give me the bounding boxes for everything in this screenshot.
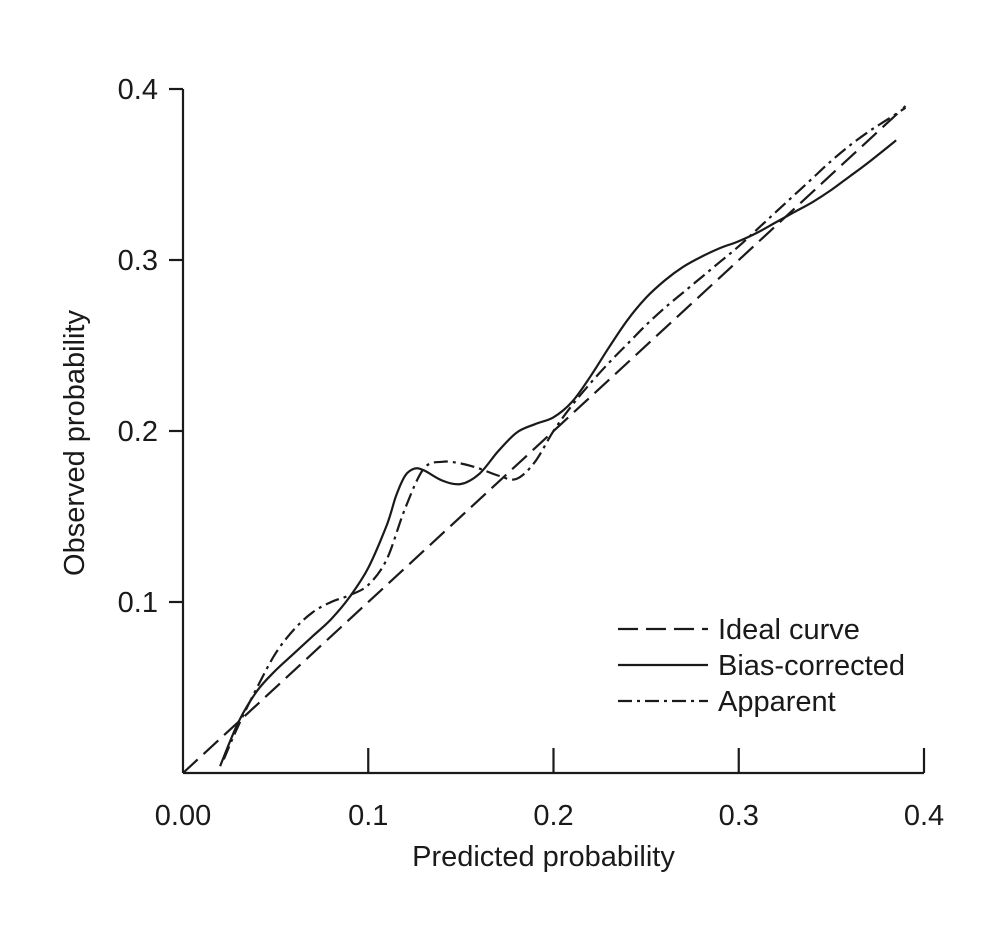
x-tick-label: 0.4	[904, 800, 944, 832]
series-apparent-line	[222, 106, 907, 760]
legend-label-ideal-curve: Ideal curve	[718, 614, 860, 646]
legend: Ideal curve Bias-corrected Apparent	[618, 614, 905, 718]
y-tick-label: 0.4	[118, 74, 158, 106]
series-ideal-curve-line	[182, 105, 907, 774]
series-bias-corrected-line	[219, 139, 897, 767]
ticks: 0.00 0.1 0.2 0.3 0.4 0.1 0.2 0.3 0.4	[118, 74, 944, 832]
y-tick-label: 0.1	[118, 587, 158, 619]
x-tick-label: 0.00	[155, 800, 211, 832]
legend-label-bias-corrected: Bias-corrected	[718, 650, 905, 682]
y-axis-title: Observed probability	[59, 310, 91, 576]
y-tick-label: 0.2	[118, 416, 158, 448]
x-tick-label: 0.2	[533, 800, 573, 832]
x-tick-label: 0.3	[719, 800, 759, 832]
x-tick-label: 0.1	[348, 800, 388, 832]
legend-label-apparent: Apparent	[718, 686, 836, 718]
y-tick-label: 0.3	[118, 245, 158, 277]
x-axis-title: Predicted probability	[412, 841, 675, 873]
series-layer	[182, 105, 907, 774]
